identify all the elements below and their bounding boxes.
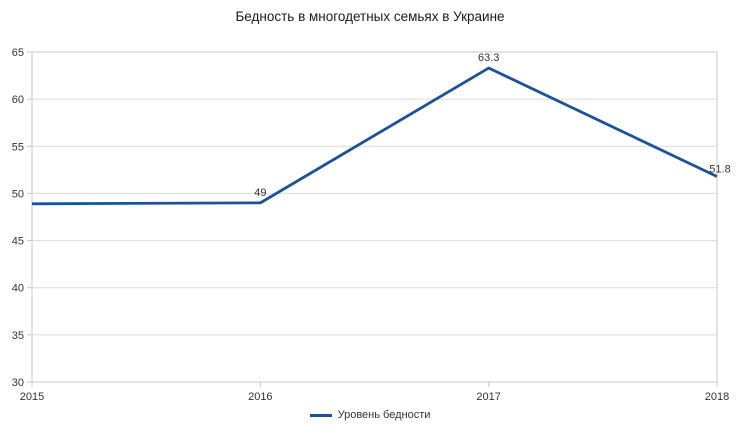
y-tick-label: 60 <box>12 94 24 106</box>
chart-title: Бедность в многодетных семьях в Украине <box>235 9 505 24</box>
x-tick-label: 2016 <box>248 391 272 403</box>
point-label: 51.8 <box>709 163 730 175</box>
plot-border <box>31 51 718 383</box>
y-tick-label: 45 <box>12 236 24 248</box>
y-tick-label: 30 <box>12 377 24 389</box>
legend-line-marker <box>309 413 332 417</box>
y-tick-label: 55 <box>12 141 24 153</box>
y-tick-label: 50 <box>12 188 24 200</box>
y-tick-label: 40 <box>12 283 24 295</box>
y-tick-label: 65 <box>12 47 24 59</box>
series-line <box>31 66 718 206</box>
legend-label: Уровень бедности <box>337 409 431 421</box>
legend: Уровень бедности <box>0 406 740 424</box>
point-label: 49 <box>254 187 266 199</box>
x-tick-label: 2015 <box>20 391 44 403</box>
x-tick-label: 2018 <box>705 391 729 403</box>
y-tick-label: 35 <box>12 330 24 342</box>
x-tick-label: 2017 <box>476 391 500 403</box>
point-label: 63.3 <box>478 52 499 64</box>
